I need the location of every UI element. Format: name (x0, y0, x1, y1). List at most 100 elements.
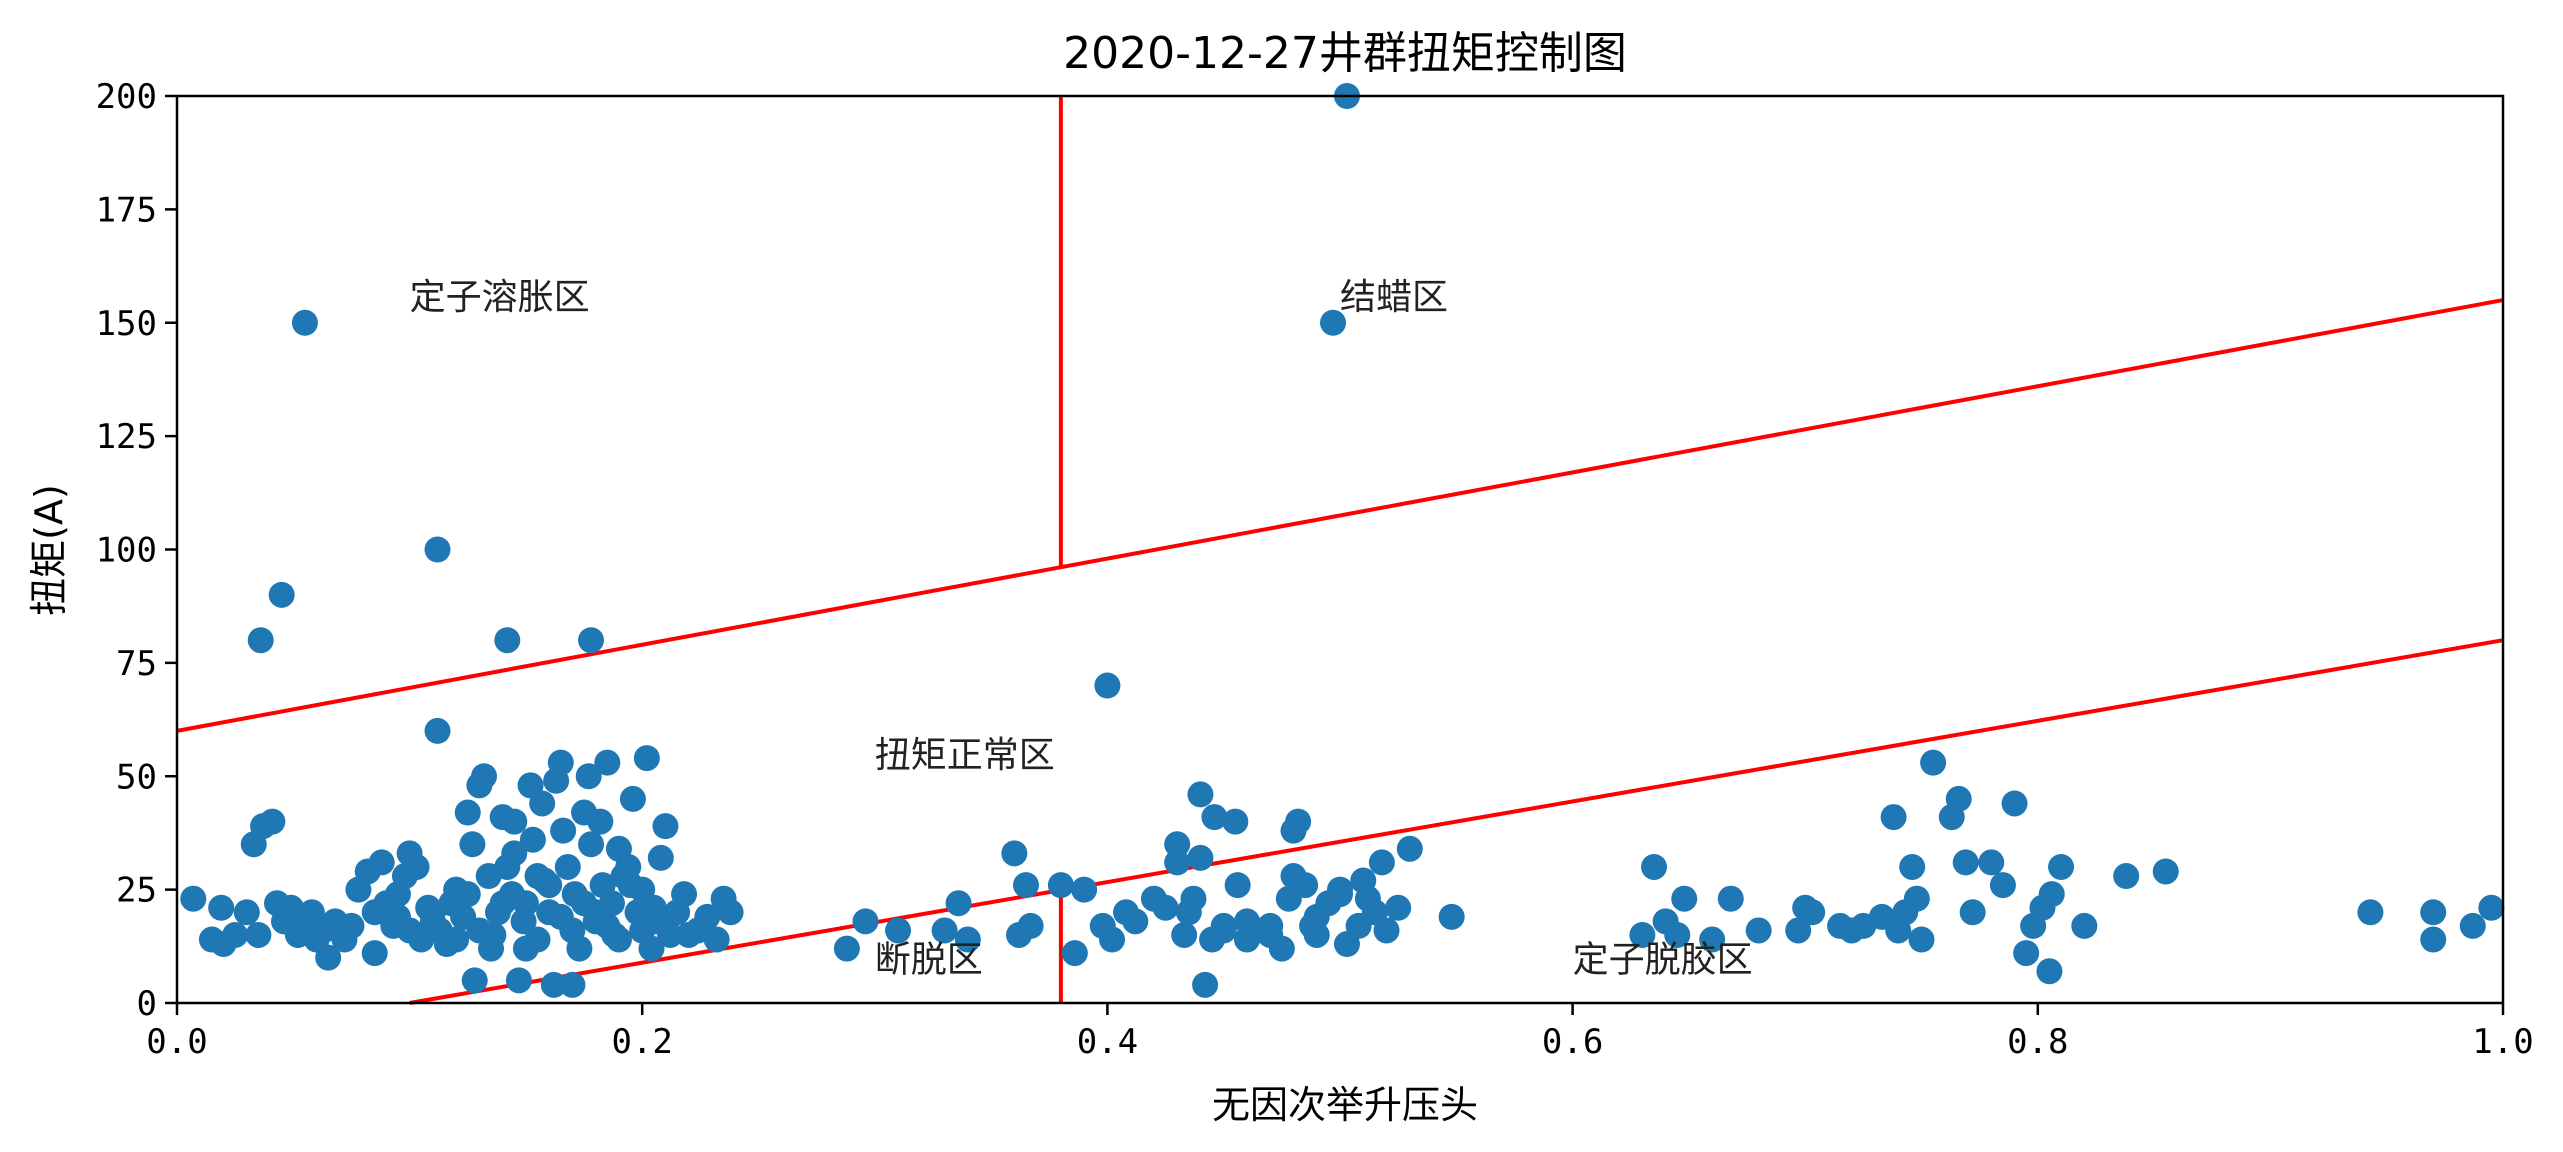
data-point-16 (208, 894, 235, 921)
x-tick-label: 0.0 (146, 1022, 207, 1062)
data-point-123 (617, 872, 644, 899)
y-tick-label: 0 (137, 984, 157, 1024)
y-tick-label: 75 (116, 644, 157, 684)
data-point-1 (291, 309, 318, 336)
data-point-17 (245, 921, 272, 948)
data-point-122 (571, 890, 598, 917)
data-point-102 (671, 881, 698, 908)
y-tick-label: 200 (96, 77, 157, 117)
region-label: 扭矩正常区 (875, 735, 1055, 776)
x-tick-label: 0.4 (1077, 1022, 1138, 1062)
data-point-154 (1192, 971, 1219, 998)
data-point-67 (519, 826, 546, 853)
data-point-2 (424, 536, 451, 563)
chart-title: 2020-12-27井群扭矩控制图 (1063, 28, 1627, 79)
data-point-229 (2357, 899, 2384, 926)
data-point-194 (1664, 921, 1691, 948)
data-point-197 (1717, 885, 1744, 912)
data-point-119 (396, 917, 423, 944)
data-point-145 (1099, 926, 1126, 953)
data-point-209 (1899, 853, 1926, 880)
data-point-36 (368, 849, 395, 876)
data-point-6 (578, 627, 605, 654)
data-point-143 (1071, 876, 1098, 903)
data-point-53 (461, 967, 488, 994)
data-point-51 (454, 799, 481, 826)
y-tick-label: 25 (116, 871, 157, 911)
region-label: 断脱区 (875, 939, 983, 980)
data-point-127 (640, 894, 667, 921)
data-point-153 (1187, 781, 1214, 808)
data-point-137 (1001, 840, 1028, 867)
data-point-106 (703, 926, 730, 953)
y-tick-label: 150 (96, 304, 157, 344)
x-tick-label: 0.6 (1542, 1022, 1603, 1062)
data-point-8 (1094, 672, 1121, 699)
data-point-135 (945, 890, 972, 917)
data-point-215 (1952, 849, 1979, 876)
data-point-42 (403, 853, 430, 880)
y-axis-ticks: 0 25 50 75 100 125 150 175 200 (96, 77, 177, 1024)
data-point-230 (2420, 899, 2447, 926)
region-label: 定子脱胶区 (1573, 939, 1753, 980)
data-point-116 (629, 917, 656, 944)
data-point-199 (1785, 917, 1812, 944)
data-point-189 (1327, 881, 1353, 908)
data-point-3 (268, 581, 295, 608)
data-point-120 (478, 935, 505, 962)
data-point-136 (954, 926, 981, 953)
data-point-117 (443, 926, 470, 953)
data-point-139 (1012, 872, 1039, 899)
data-point-186 (1257, 912, 1284, 939)
data-point-121 (524, 863, 551, 890)
data-points (180, 83, 2505, 998)
data-point-183 (1187, 844, 1214, 871)
data-point-219 (2001, 790, 2028, 817)
y-tick-label: 50 (116, 757, 157, 797)
data-point-195 (1671, 885, 1698, 912)
data-point-217 (1978, 849, 2005, 876)
data-point-69 (529, 790, 556, 817)
data-point-224 (2048, 853, 2075, 880)
data-point-110 (489, 890, 516, 917)
data-point-86 (594, 749, 621, 776)
region-boundaries (176, 96, 2504, 1005)
data-point-63 (505, 967, 532, 994)
data-point-225 (2036, 958, 2063, 985)
data-point-76 (554, 853, 581, 880)
data-point-92 (619, 785, 646, 812)
data-point-179 (1396, 835, 1423, 862)
data-point-190 (1354, 885, 1381, 912)
data-point-133 (885, 917, 912, 944)
data-point-141 (1047, 872, 1074, 899)
data-point-156 (1201, 804, 1228, 831)
data-point-158 (1222, 808, 1249, 835)
data-point-11 (180, 885, 207, 912)
data-point-131 (833, 935, 860, 962)
data-point-95 (633, 745, 660, 772)
data-point-4 (247, 627, 274, 654)
data-point-185 (1233, 908, 1260, 935)
data-point-118 (419, 899, 446, 926)
data-point-228 (2152, 858, 2179, 885)
data-point-218 (1989, 872, 2016, 899)
data-point-20 (259, 808, 286, 835)
data-point-151 (1171, 921, 1198, 948)
data-point-226 (2071, 912, 2098, 939)
data-point-100 (657, 921, 684, 948)
data-point-65 (512, 890, 539, 917)
data-point-227 (2113, 863, 2140, 890)
data-point-105 (694, 903, 721, 930)
data-point-14 (222, 921, 249, 948)
boundary-line-1 (176, 298, 2504, 733)
data-point-180 (1438, 903, 1465, 930)
data-point-212 (1920, 749, 1947, 776)
data-point-192 (1641, 853, 1668, 880)
boundary-line-2 (409, 638, 2504, 1005)
region-label: 结蜡区 (1340, 277, 1448, 318)
data-point-233 (2478, 894, 2505, 921)
x-axis-label: 无因次举升压头 (1212, 1083, 1478, 1127)
data-point-5 (494, 627, 521, 654)
